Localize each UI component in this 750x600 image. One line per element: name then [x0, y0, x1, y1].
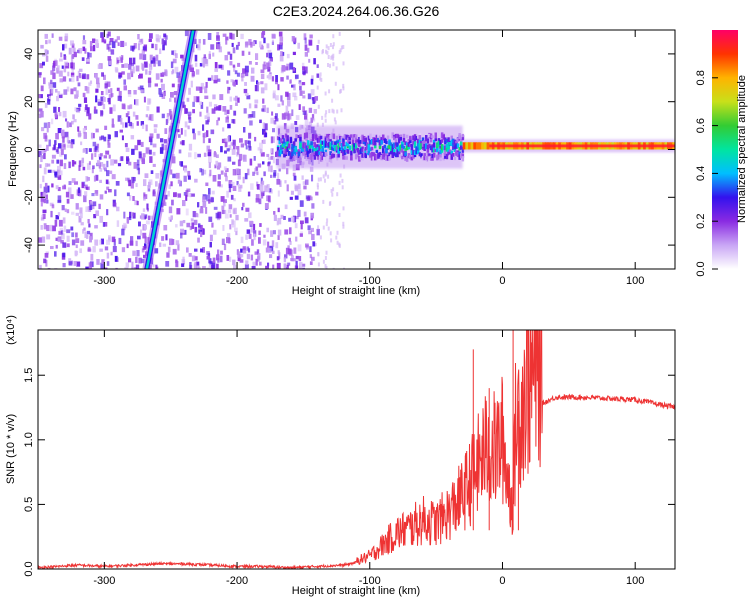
snr-data [38, 330, 675, 569]
colorbar-tick-label: 0.0 [695, 261, 707, 276]
spectrogram-x-tick-label: -300 [93, 275, 115, 287]
spectrogram-y-tick-label: 20 [23, 96, 35, 108]
spectrogram-x-tick-label: -200 [226, 275, 248, 287]
snr-y-axis-label: SNR (10 * v/v) [5, 414, 17, 484]
snr-y-tick-label: 0.0 [23, 561, 35, 576]
snr-y-tick-label: 0.5 [23, 497, 35, 512]
colorbar-tick-label: 0.4 [695, 166, 707, 181]
snr-x-tick-label: 0 [499, 575, 505, 587]
alias-line [142, 30, 198, 269]
spectrogram-y-tick-label: -20 [23, 189, 35, 205]
colorbar-tick-label: 0.8 [695, 70, 707, 85]
colorbar-tick-label: 0.2 [695, 214, 707, 229]
snr-plot-frame [37, 329, 676, 570]
signal-band [276, 125, 465, 169]
colorbar-gradient [712, 30, 738, 269]
spectrogram-y-axis-label: Frequency (Hz) [7, 111, 19, 187]
spectrogram-x-tick-label: -100 [359, 275, 381, 287]
snr-x-tick-label: -300 [93, 575, 115, 587]
spectrogram-x-tick-label: 0 [499, 275, 505, 287]
colorbar-axis: 0.0 0.2 0.4 0.6 0.8 [695, 70, 718, 277]
snr-x-tick-label: -100 [359, 575, 381, 587]
colorbar: 0.0 0.2 0.4 0.6 0.8 Normalized spectral ampl… [695, 30, 748, 277]
spectrogram-x-tick-label: 100 [626, 275, 644, 287]
signal-band [462, 139, 675, 153]
snr-axes: -300 -200 -100 0 100 0.0 0.5 1.0 1.5 [23, 330, 675, 587]
figure-title: C2E3.2024.264.06.36.G26 [273, 3, 440, 19]
spectrogram-x-axis-label: Height of straight line (km) [292, 285, 420, 297]
snr-y-tick-label: 1.5 [23, 368, 35, 383]
spectrogram-data [38, 30, 675, 269]
snr-plot-background [38, 330, 675, 569]
snr-panel: -300 -200 -100 0 100 0.0 0.5 1.0 1.5 Height of s… [5, 315, 676, 597]
snr-x-tick-label: 100 [626, 575, 644, 587]
snr-y-tick-label: 1.0 [23, 432, 35, 447]
spectrogram-y-tick-label: 0 [23, 146, 35, 152]
spectrogram-y-tick-label: 40 [23, 48, 35, 60]
spectrogram-y-tick-label: -40 [23, 237, 35, 253]
snr-x-axis-label: Height of straight line (km) [292, 585, 420, 597]
snr-y-multiplier: (x10⁴) [5, 315, 17, 345]
snr-x-tick-label: -200 [226, 575, 248, 587]
snr-series-line [38, 330, 675, 569]
colorbar-tick-label: 0.6 [695, 118, 707, 133]
colorbar-label: Normalized spectral amplitude [736, 75, 748, 223]
